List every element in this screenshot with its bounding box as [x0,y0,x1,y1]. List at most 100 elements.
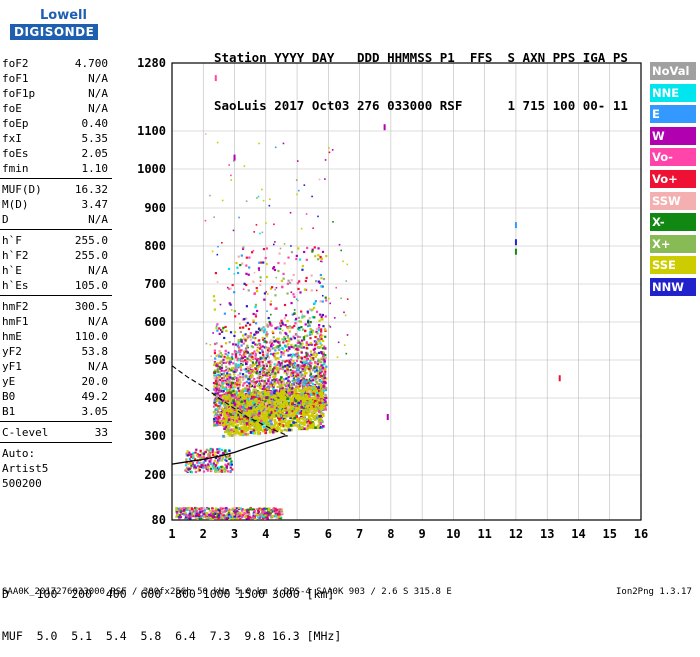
echo-point [225,342,227,344]
echo-point [236,377,238,379]
echo-point [257,385,259,387]
echo-point [309,422,312,425]
echo-point [315,300,317,302]
echo-point [218,384,220,386]
echo-point [315,380,317,382]
echo-point [321,391,324,394]
echo-point [218,350,220,352]
echo-point [243,400,246,403]
echo-point [297,364,299,366]
echo-point [225,353,227,355]
echo-point [275,412,278,415]
echo-point [251,400,254,403]
echo-point [212,510,214,512]
echo-point [310,367,312,369]
x-tick-label: 1 [168,527,175,541]
echo-point [261,404,264,407]
echo-point [306,353,308,355]
echo-point [209,510,211,512]
echo-point [325,397,327,399]
echo-point [213,295,215,297]
echo-point [272,515,274,517]
echo-point [221,510,223,512]
echo-point [223,374,225,376]
echo-point [271,361,273,363]
echo-point [278,415,281,418]
x-tick-label: 15 [603,527,617,541]
echo-point [297,424,300,427]
echo-point [273,415,276,418]
echo-point [196,510,198,512]
echo-point [236,390,238,392]
echo-point [273,392,276,395]
echo-point [198,513,200,515]
echo-point [317,405,320,408]
echo-point [252,352,254,354]
echo-point [175,509,177,511]
echo-point [243,418,246,421]
echo-point [306,259,308,261]
echo-point [213,385,215,387]
echo-point [306,428,309,431]
echo-point [265,413,268,416]
echo-point [176,512,178,514]
x-tick-label: 9 [419,527,426,541]
echo-point [306,418,309,421]
echo-point [262,351,264,353]
echo-point [314,255,316,257]
echo-point [217,362,219,364]
echo-point [262,367,264,369]
echo-point [183,510,185,512]
echo-point [229,357,231,359]
echo-point [293,325,295,327]
echo-point [309,317,311,319]
echo-point [279,411,282,414]
echo-point [315,341,317,343]
echo-point [263,248,265,250]
echo-point [266,263,268,265]
echo-point [297,288,299,290]
echo-point [266,333,268,335]
echo-point [225,350,227,352]
echo-point [255,331,257,333]
echo-point [248,513,250,515]
echo-point [307,363,309,365]
echo-point [222,382,224,384]
echo-point [228,510,230,512]
echo-point [225,330,227,332]
echo-point [216,422,218,424]
echo-point [189,517,191,519]
echo-point [280,351,282,353]
x-tick-label: 2 [200,527,207,541]
y-tick-label: 600 [144,315,166,329]
echo-point [228,415,231,418]
echo-point [233,412,236,415]
echo-point [226,518,228,520]
echo-point [263,365,265,367]
echo-point [315,343,317,345]
echo-point [229,377,231,379]
echo-point [321,404,324,407]
echo-point [324,377,326,379]
echo-point [235,417,238,420]
echo-point [308,386,311,389]
echo-point [254,386,256,388]
echo-point [252,383,254,385]
echo-point [280,395,283,398]
echo-point [279,518,281,520]
echo-point [269,420,272,423]
echo-point [318,329,320,331]
echo-point [301,427,304,430]
echo-point [317,408,320,411]
echo-point [233,428,236,431]
echo-point [253,371,255,373]
echo-point [222,359,224,361]
echo-point [251,413,254,416]
echo-point [311,400,314,403]
echo-point [235,355,237,357]
echo-point [237,374,239,376]
echo-point [274,382,276,384]
echo-point [242,334,244,336]
echo-point [301,339,303,341]
echo-point [311,289,313,291]
